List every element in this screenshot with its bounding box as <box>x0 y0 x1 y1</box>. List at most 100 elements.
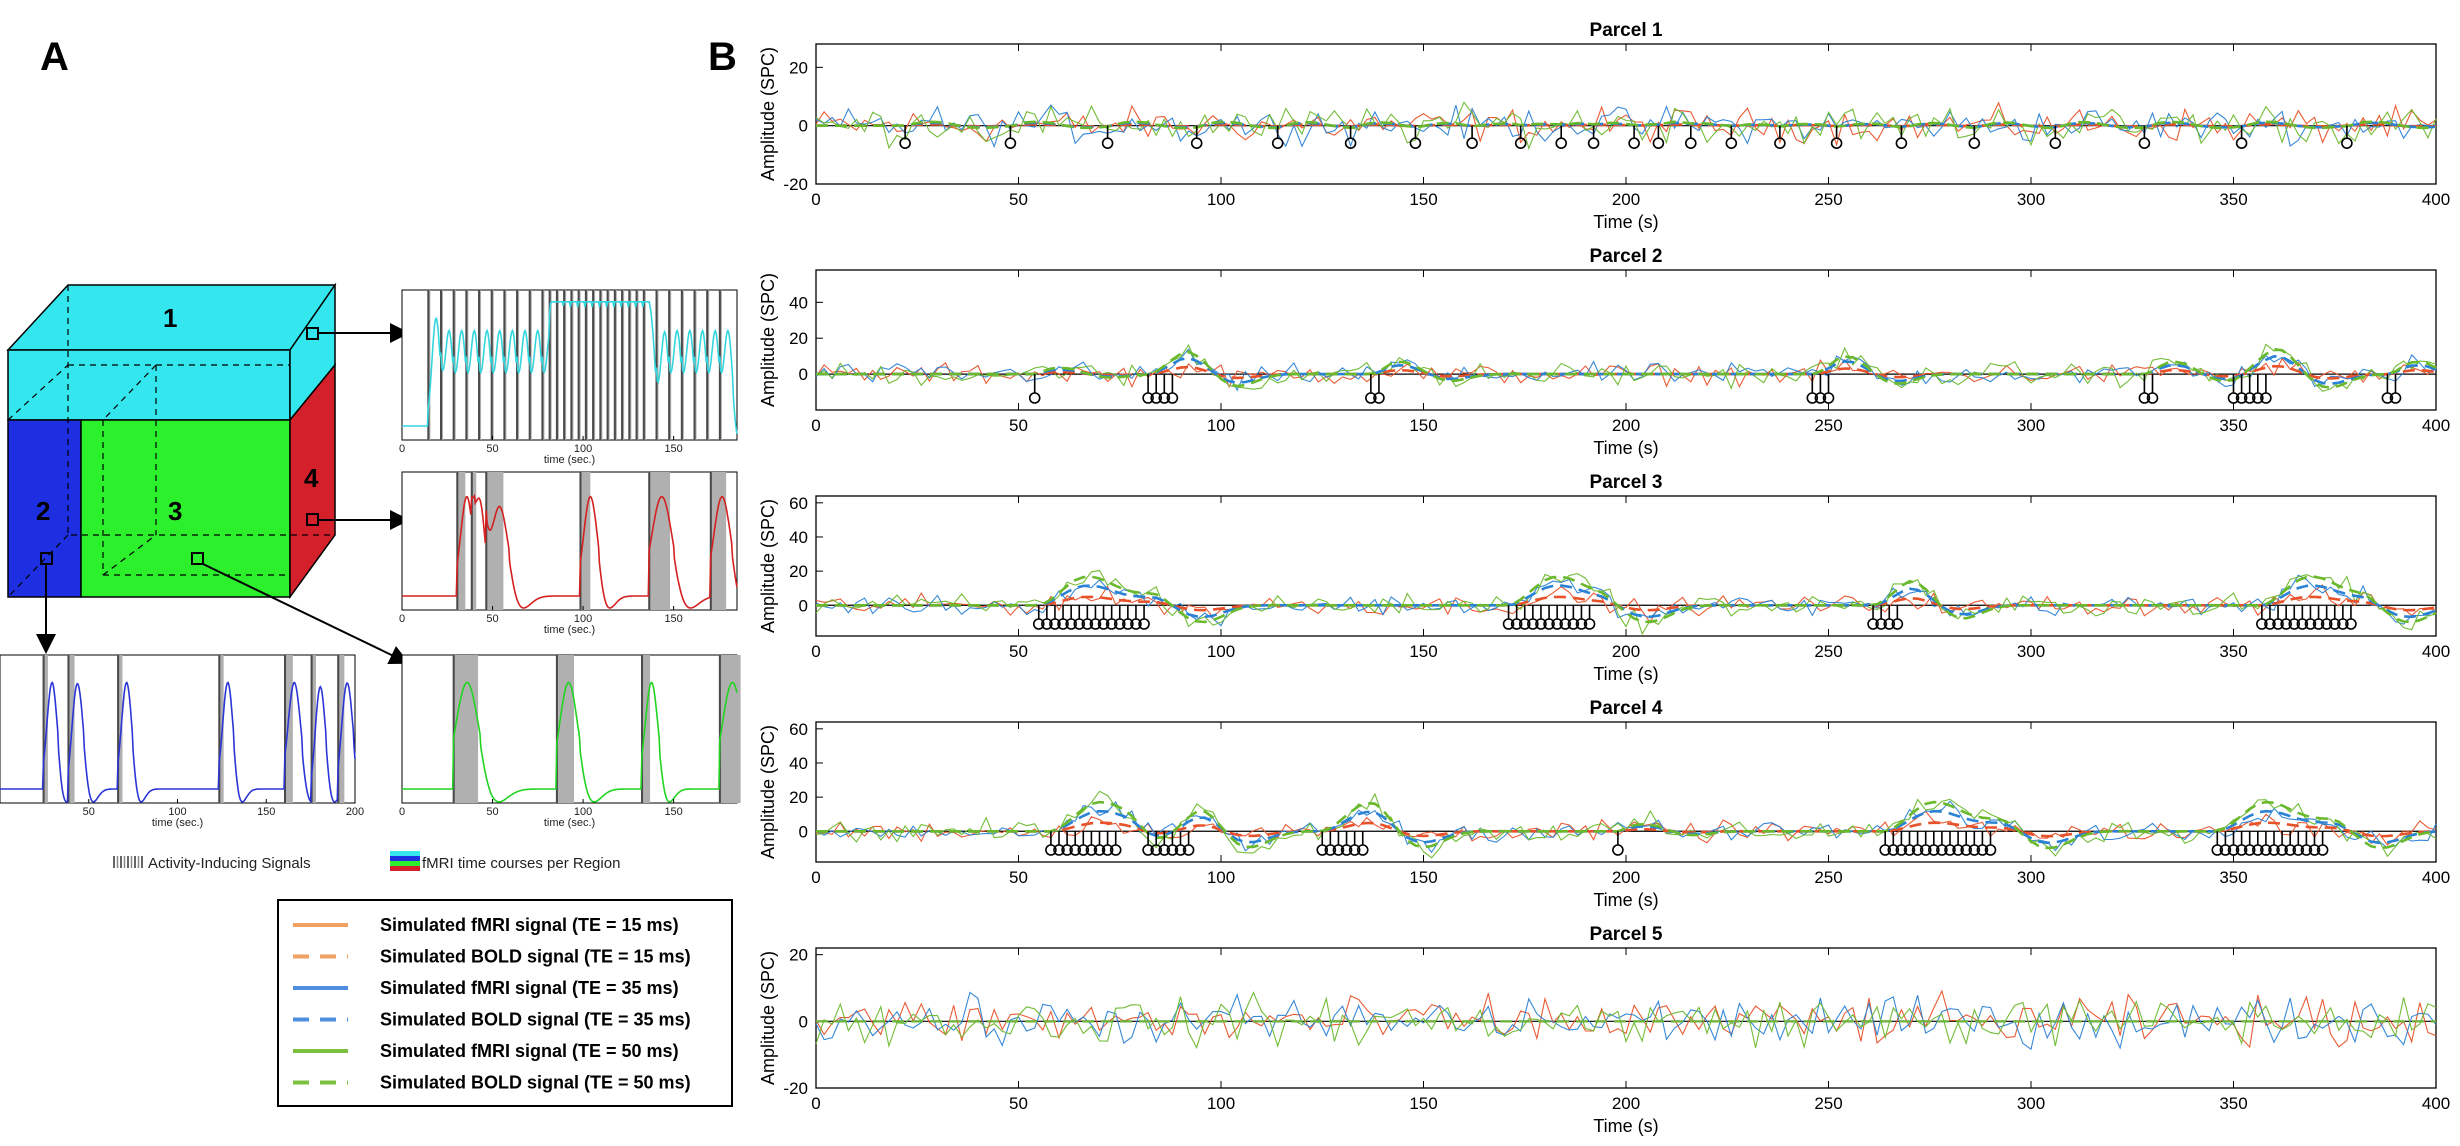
parcel-title: Parcel 3 <box>1590 472 1663 493</box>
fmri-signal-te15 <box>815 101 2437 147</box>
event-marker <box>1514 137 1527 149</box>
event-marker <box>2235 137 2248 149</box>
x-tick-label: 350 <box>2219 416 2247 435</box>
event-marker <box>1960 844 1972 856</box>
event-marker <box>2337 618 2349 630</box>
bold-signal-te35 <box>816 584 2437 619</box>
event-marker <box>1101 844 1114 856</box>
region-3-timecourse-line <box>402 681 738 803</box>
legend-entry: Simulated fMRI signal (TE = 35 ms) <box>293 978 679 998</box>
event-marker <box>1628 137 1640 149</box>
x-tick-label: 300 <box>2017 868 2045 887</box>
event-marker <box>1535 618 1547 630</box>
event-marker <box>1271 137 1284 149</box>
bold-signal-te50 <box>816 347 2437 389</box>
region-2-activity-signal-edge <box>117 655 120 803</box>
event-marker <box>2341 137 2353 149</box>
region-2-tick-label: 100 <box>168 806 186 818</box>
region-4-activity-signal <box>470 472 477 610</box>
region-2-tick-label: 50 <box>83 806 95 818</box>
event-marker <box>1612 844 1624 856</box>
event-marker <box>1822 392 1835 404</box>
region-2-activity-signal <box>310 655 316 803</box>
region-4-tick-label: 100 <box>574 613 592 625</box>
event-marker <box>1182 844 1195 856</box>
fmri-signal-te35 <box>815 991 2437 1051</box>
x-tick-label: 0 <box>811 1094 820 1113</box>
region-3-tick-label: 150 <box>664 806 682 818</box>
region-2-xlabel: time (sec.) <box>152 817 203 829</box>
event-marker <box>1348 844 1361 856</box>
region-1-activity-signal-edge <box>584 290 587 440</box>
region-1-timecourse-line <box>402 301 738 434</box>
event-marker <box>1527 618 1539 630</box>
event-marker <box>2235 392 2248 404</box>
region-2-number: 2 <box>36 496 50 526</box>
region-1-activity-signal-edge <box>613 290 616 440</box>
region-2-activity-signal-edge <box>218 655 221 803</box>
region-4-tick-label: 50 <box>486 613 498 625</box>
event-marker <box>1142 844 1154 856</box>
event-marker <box>1466 137 1478 149</box>
region-4-tick-label: 0 <box>399 613 405 625</box>
region-1-inset: 0 50 100 150 time (sec.) <box>399 289 738 466</box>
event-marker <box>1324 844 1337 856</box>
event-marker <box>1373 392 1385 404</box>
event-marker <box>2316 844 2329 856</box>
x-axis-label: Time (s) <box>1593 1116 1658 1136</box>
event-marker <box>1928 844 1940 856</box>
signal-legend: Simulated fMRI signal (TE = 15 ms) Simula… <box>277 899 733 1107</box>
event-marker <box>1875 618 1887 630</box>
event-marker <box>1041 618 1053 630</box>
event-marker <box>1502 618 1515 630</box>
parcel-title: Parcel 1 <box>1590 20 1663 41</box>
legend-label: Simulated BOLD signal (TE = 35 ms) <box>380 1010 691 1030</box>
parcel-title: Parcel 2 <box>1590 246 1663 267</box>
plot-frame <box>815 947 2437 1089</box>
region-1-inset-frame <box>401 289 738 441</box>
region-1-activity-signal-edge <box>548 290 551 440</box>
y-axis-label: Amplitude (SPC) <box>758 725 778 859</box>
x-tick-label: 150 <box>1409 416 1437 435</box>
event-marker <box>1101 137 1114 149</box>
y-tick-label: 0 <box>799 117 808 136</box>
event-marker <box>1158 392 1171 404</box>
event-marker <box>2300 844 2313 856</box>
event-marker <box>2308 844 2321 856</box>
fmri-signal-te50 <box>815 569 2437 636</box>
legend-label: Simulated fMRI signal (TE = 15 ms) <box>380 915 679 935</box>
event-marker <box>1316 844 1329 856</box>
x-tick-label: 200 <box>1612 190 1640 209</box>
event-marker <box>1032 618 1045 630</box>
fmri-signal-te50 <box>815 991 2437 1050</box>
bold-signal-te15 <box>816 595 2437 612</box>
fmri-signal-te35 <box>815 104 2437 149</box>
region-2-timecourse-line <box>0 681 356 804</box>
region-2-activity-signal <box>117 655 123 803</box>
region-1-xlabel: time (sec.) <box>544 454 595 466</box>
legend-entry: Simulated fMRI signal (TE = 50 ms) <box>293 1041 679 1061</box>
fmri-signal-te15 <box>815 357 2437 389</box>
event-marker <box>2381 392 2394 404</box>
region-4-inset: 0 50 100 150 time (sec.) <box>399 471 738 636</box>
event-marker <box>1830 137 1843 149</box>
event-marker <box>2260 392 2272 404</box>
y-tick-label: 60 <box>789 494 808 513</box>
region-3-tick-label: 0 <box>399 806 405 818</box>
parcel-title: Parcel 5 <box>1590 924 1663 945</box>
event-marker <box>1340 844 1353 856</box>
region-4-activity-signal <box>485 472 504 610</box>
region-2-activity-signal-edge <box>337 655 340 803</box>
event-marker <box>2292 844 2305 856</box>
x-tick-label: 350 <box>2219 1094 2247 1113</box>
x-tick-label: 300 <box>2017 642 2045 661</box>
x-tick-label: 350 <box>2219 642 2247 661</box>
x-tick-label: 250 <box>1814 642 1842 661</box>
event-marker <box>1166 392 1179 404</box>
x-tick-label: 400 <box>2422 416 2450 435</box>
event-marker <box>1510 618 1523 630</box>
region-2-activity-signal <box>42 655 48 803</box>
x-tick-label: 50 <box>1009 1094 1028 1113</box>
region-4-activity-signal <box>709 472 727 610</box>
